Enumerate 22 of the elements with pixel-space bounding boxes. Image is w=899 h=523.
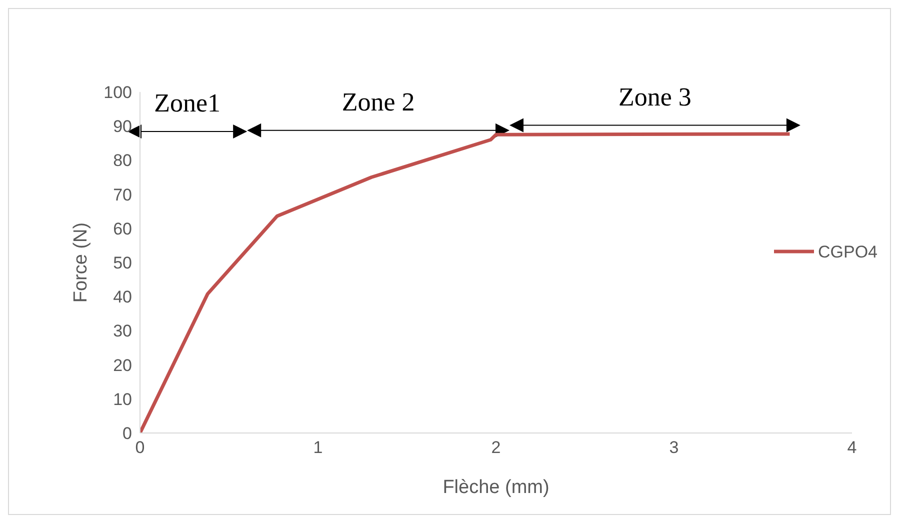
y-tick-label: 10 [113,390,132,409]
y-tick-label: 50 [113,254,132,273]
y-tick-label: 40 [113,288,132,307]
x-tick-label: 2 [491,438,501,458]
y-tick-label: 80 [113,151,132,170]
x-tick-label: 1 [313,438,323,458]
annotation: Zone1 [154,88,221,118]
x-axis-title: Flèche (mm) [442,477,550,498]
y-tick-label: 70 [113,185,132,204]
x-tick-label: 3 [669,438,679,458]
x-tick-label: 4 [847,438,857,458]
legend-label: CGPO4 [818,242,878,262]
y-tick-label: 100 [104,83,132,102]
y-axis-title: Force (N) [70,222,92,303]
annotation: Zone 3 [618,82,692,112]
annotation: Zone 2 [342,87,415,116]
y-tick-label: 60 [113,219,132,238]
y-tick-label: 30 [113,322,132,341]
y-tick-label: 20 [113,356,132,375]
x-tick-label: 0 [135,438,145,458]
y-tick-label: 0 [122,424,132,444]
y-tick-label: 90 [113,117,132,136]
